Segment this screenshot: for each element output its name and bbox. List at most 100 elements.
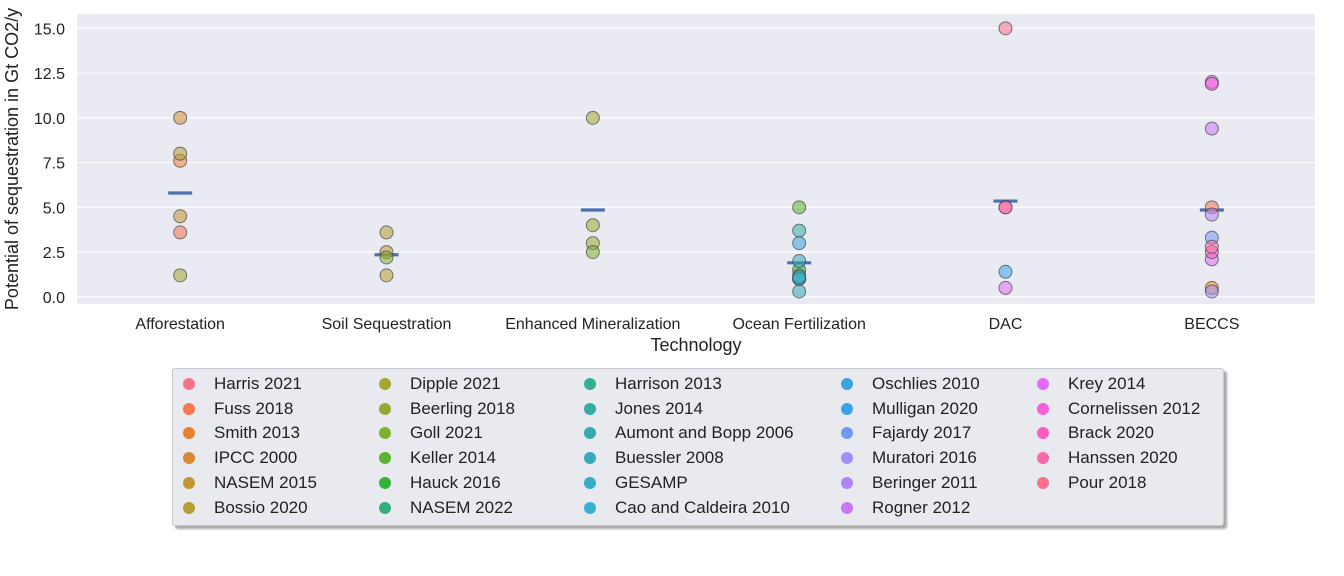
legend-item: NASEM 2015 [183, 472, 317, 494]
legend-marker [183, 501, 195, 514]
data-point [173, 209, 188, 224]
legend-item: Bossio 2020 [183, 497, 308, 519]
data-point [792, 236, 807, 251]
legend-label: Muratori 2016 [872, 448, 977, 468]
legend-label: NASEM 2015 [214, 472, 317, 492]
data-point [792, 200, 807, 215]
legend-marker [379, 378, 391, 390]
data-point [173, 110, 188, 125]
data-point [585, 218, 600, 233]
x-tick-label: DAC [989, 316, 1023, 333]
legend-item: Dipple 2021 [379, 373, 501, 395]
legend-label: GESAMP [615, 472, 688, 492]
legend-marker [379, 501, 391, 514]
legend-marker [1037, 402, 1049, 415]
legend-label: Oschlies 2010 [872, 374, 980, 393]
legend-item: Krey 2014 [1037, 373, 1146, 395]
legend-item: Beerling 2018 [379, 398, 515, 420]
y-tick-label: 5.0 [43, 200, 65, 217]
legend-marker [584, 402, 596, 415]
y-tick-label: 12.5 [34, 66, 65, 83]
y-tick-label: 0.0 [43, 290, 65, 307]
legend-marker [584, 378, 596, 390]
legend-label: Harrison 2013 [615, 374, 722, 393]
x-tick-label: Soil Sequestration [322, 316, 452, 333]
legend-label: Krey 2014 [1068, 374, 1146, 393]
legend-item: Brack 2020 [1037, 422, 1154, 444]
legend-marker [1037, 452, 1049, 465]
legend-item: Beringer 2011 [841, 472, 978, 494]
data-point [379, 225, 394, 240]
legend-marker [1037, 378, 1049, 390]
x-tick-label: Afforestation [135, 316, 225, 333]
legend-marker [584, 476, 596, 489]
legend-item: GESAMP [584, 472, 688, 494]
legend-item: Harris 2021 [183, 373, 302, 395]
legend-label: Beringer 2011 [872, 472, 978, 492]
legend-label: Cao and Caldeira 2010 [615, 497, 790, 517]
legend-item: Jones 2014 [584, 398, 703, 420]
plot-background [77, 14, 1315, 304]
data-point [792, 270, 807, 285]
legend-label: NASEM 2022 [410, 497, 513, 517]
legend-item: Buessler 2008 [584, 447, 724, 469]
legend-item: Pour 2018 [1037, 472, 1146, 494]
legend-item: Keller 2014 [379, 447, 496, 469]
legend-marker [183, 452, 195, 465]
y-tick-label: 2.5 [43, 245, 65, 262]
legend-label: Hanssen 2020 [1068, 448, 1178, 468]
legend-marker [584, 452, 596, 465]
legend-marker [379, 402, 391, 415]
legend-label: Harris 2021 [214, 374, 302, 393]
x-tick-label: Ocean Fertilization [732, 316, 865, 333]
legend-item: IPCC 2000 [183, 447, 297, 469]
legend-item: Aumont and Bopp 2006 [584, 422, 794, 444]
legend-label: Rogner 2012 [872, 497, 971, 517]
x-tick-labels: Afforestation Soil Sequestration Enhanced … [135, 316, 1239, 333]
legend-marker [1037, 476, 1049, 489]
data-point [1204, 284, 1219, 299]
data-point [173, 146, 188, 161]
legend-item: Muratori 2016 [841, 447, 977, 469]
legend: Harris 2021 Fuss 2018 Smith 2013 IPCC 2000 N… [172, 368, 1224, 526]
legend-label: Goll 2021 [410, 423, 483, 443]
legend-label: Fajardy 2017 [872, 423, 972, 443]
legend-label: Cornelissen 2012 [1068, 398, 1201, 418]
legend-label: Bossio 2020 [214, 497, 308, 517]
legend-marker [379, 476, 391, 489]
x-tick-label: BECCS [1184, 316, 1239, 333]
legend-item: Hauck 2016 [379, 472, 501, 494]
legend-marker [841, 476, 853, 489]
data-point [792, 284, 807, 299]
legend-item: Cornelissen 2012 [1037, 398, 1200, 420]
data-point [1204, 207, 1219, 222]
y-tick-labels: 0.0 2.5 5.0 7.5 10.0 12.5 15.0 [34, 21, 65, 307]
legend-marker [379, 427, 391, 440]
y-tick-label: 7.5 [43, 156, 65, 173]
legend-marker [841, 501, 853, 514]
legend-marker [379, 452, 391, 465]
legend-label: Buessler 2008 [615, 448, 724, 468]
legend-marker [841, 427, 853, 440]
data-point [585, 110, 600, 125]
legend-item: NASEM 2022 [379, 497, 513, 519]
x-tick-label: Enhanced Mineralization [505, 316, 680, 333]
legend-label: Jones 2014 [615, 398, 703, 418]
legend-marker [183, 378, 195, 390]
data-point [792, 223, 807, 238]
x-axis-label: Technology [650, 335, 741, 355]
data-points [173, 21, 1219, 299]
legend-marker [841, 452, 853, 465]
legend-item: Goll 2021 [379, 422, 483, 444]
data-point [173, 225, 188, 240]
data-point [379, 250, 394, 265]
data-point [998, 200, 1013, 215]
legend-item: Harrison 2013 [584, 373, 722, 395]
legend-label: Beerling 2018 [410, 398, 515, 418]
data-point [1204, 239, 1219, 254]
y-tick-label: 10.0 [34, 111, 65, 128]
legend-label: Hauck 2016 [410, 472, 501, 492]
legend-label: IPCC 2000 [214, 448, 298, 468]
legend-item: Cao and Caldeira 2010 [584, 497, 790, 519]
